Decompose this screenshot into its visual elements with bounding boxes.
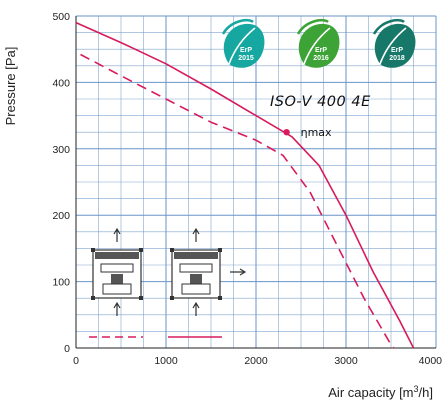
fan-impeller bbox=[100, 263, 134, 273]
y-tick-labels: 0 100 200 300 400 500 bbox=[52, 11, 70, 355]
corner-bracket bbox=[91, 296, 95, 300]
airflow-up-arrow-icon bbox=[192, 227, 200, 242]
y-tick-label: 400 bbox=[52, 77, 70, 89]
y-tick-label: 200 bbox=[52, 210, 70, 222]
airflow-up-arrow-icon bbox=[113, 227, 121, 242]
badge-label: ErP bbox=[240, 47, 252, 54]
chart-title: ISO-V 400 4E bbox=[270, 94, 371, 110]
leaf-swoosh bbox=[372, 18, 405, 35]
y-axis-label: Pressure [Pa] bbox=[3, 47, 18, 126]
leaf-vein bbox=[379, 27, 407, 65]
x-axis-label: Air capacity [m3/h] bbox=[328, 384, 433, 400]
eta-max-annotation: ηmax bbox=[283, 126, 332, 139]
mounting-icons bbox=[89, 227, 247, 338]
leaf-icon bbox=[298, 23, 340, 68]
fan-impeller bbox=[179, 263, 213, 273]
airflow-right-arrow-icon bbox=[230, 268, 247, 276]
fan-top bbox=[174, 252, 218, 259]
fan-mounting-icon-2 bbox=[168, 227, 247, 338]
airflow-in-arrow-icon bbox=[192, 301, 200, 316]
badge-year: 2015 bbox=[238, 55, 254, 62]
leaf-swoosh bbox=[296, 18, 329, 35]
corner-bracket bbox=[218, 248, 222, 252]
y-tick-label: 0 bbox=[64, 343, 70, 355]
leaf-icon bbox=[223, 23, 265, 68]
axes bbox=[75, 16, 436, 349]
series-line-solid bbox=[75, 21, 415, 349]
corner-bracket bbox=[139, 248, 143, 252]
series-lines bbox=[75, 21, 415, 349]
x-tick-label: 1000 bbox=[154, 355, 178, 367]
badge-label: ErP bbox=[391, 47, 403, 54]
leaf-vein bbox=[228, 27, 256, 65]
eta-max-label: ηmax bbox=[301, 126, 332, 139]
x-tick-label: 4000 bbox=[419, 355, 443, 367]
leaf-icon bbox=[374, 23, 416, 68]
y-tick-label: 500 bbox=[52, 11, 70, 23]
leaf-swoosh bbox=[221, 18, 254, 35]
y-tick-label: 100 bbox=[52, 277, 70, 289]
x-tick-label: 3000 bbox=[334, 355, 358, 367]
badge-year: 2016 bbox=[313, 55, 329, 62]
badge-label: ErP bbox=[315, 47, 327, 54]
fan-motor bbox=[190, 274, 202, 284]
corner-bracket bbox=[91, 248, 95, 252]
eta-max-point bbox=[283, 129, 290, 136]
series-line-dashed bbox=[80, 53, 395, 349]
corner-bracket bbox=[218, 296, 222, 300]
leaf-vein bbox=[303, 27, 331, 65]
x-tick-label: 0 bbox=[73, 355, 79, 367]
corner-bracket bbox=[170, 296, 174, 300]
x-tick-labels: 0 1000 2000 3000 4000 bbox=[73, 355, 442, 367]
x-tick-label: 2000 bbox=[244, 355, 268, 367]
corner-bracket bbox=[170, 248, 174, 252]
badge-year: 2018 bbox=[389, 55, 405, 62]
airflow-in-arrow-icon bbox=[113, 301, 121, 316]
fan-base bbox=[102, 283, 132, 295]
corner-bracket bbox=[139, 296, 143, 300]
y-tick-label: 300 bbox=[52, 144, 70, 156]
fan-motor bbox=[111, 274, 123, 284]
fan-top bbox=[95, 252, 139, 259]
fan-mounting-icon-1 bbox=[89, 227, 143, 338]
fan-base bbox=[181, 283, 211, 295]
